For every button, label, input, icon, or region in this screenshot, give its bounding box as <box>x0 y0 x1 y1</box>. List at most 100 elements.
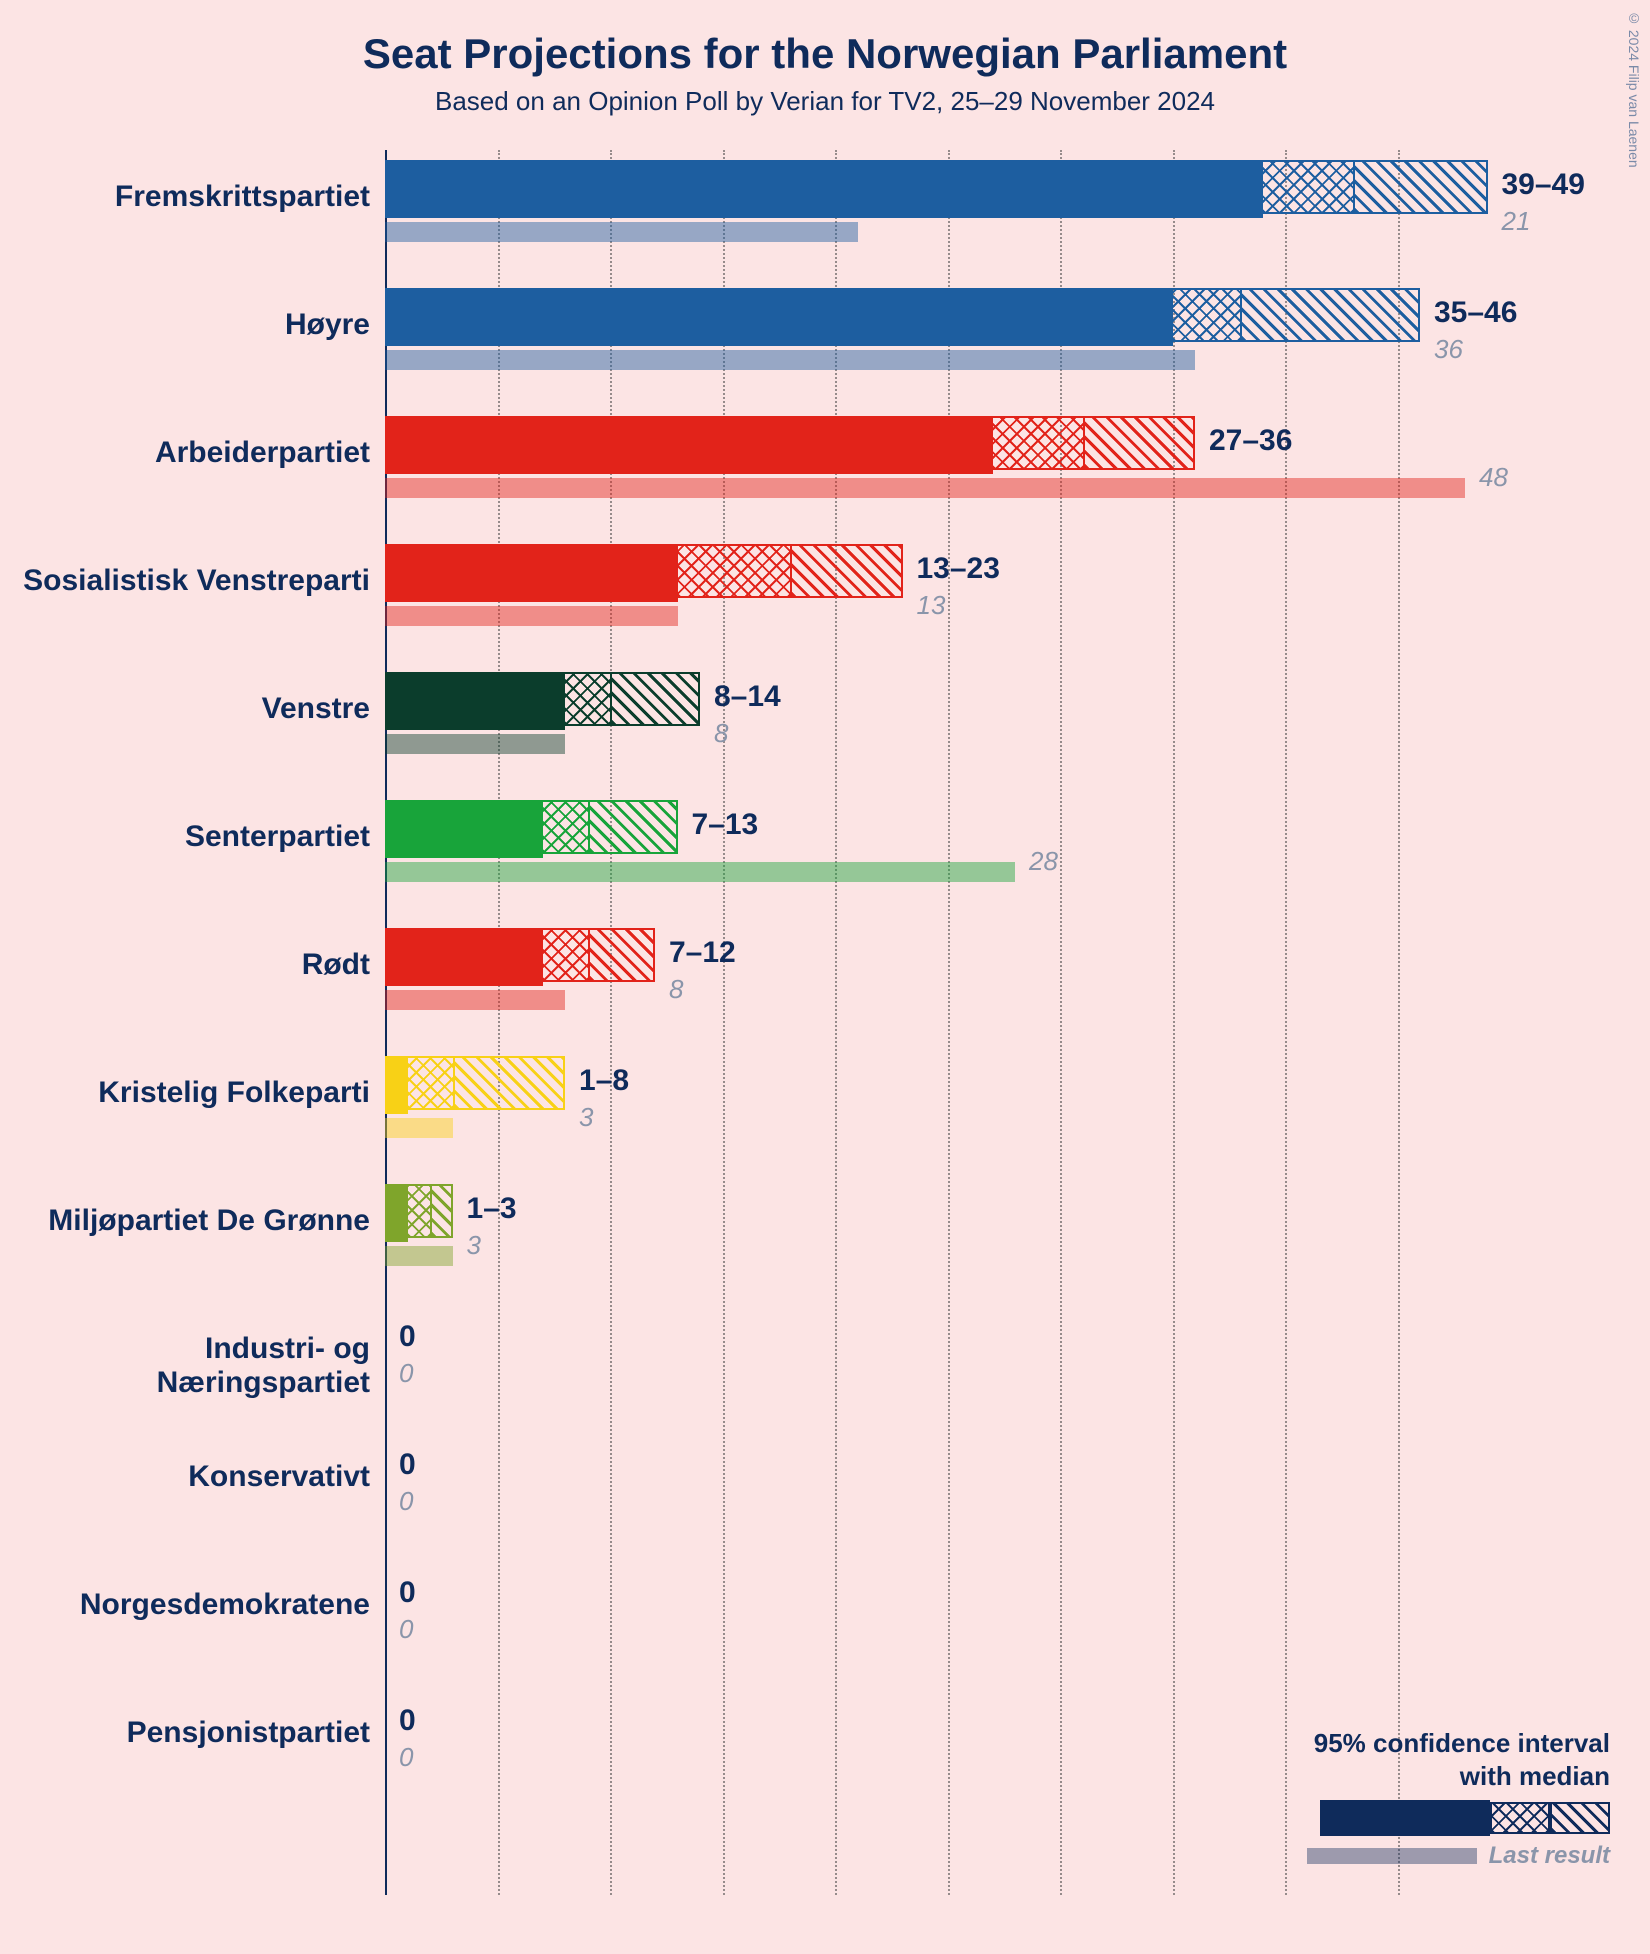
legend-ci-bar <box>1307 1800 1610 1836</box>
bar-high-hatch <box>588 800 678 854</box>
range-label: 7–13 <box>692 808 759 842</box>
bar-last-result <box>385 1246 453 1266</box>
party-label: Norgesdemokratene <box>0 1588 370 1622</box>
legend-solid-swatch <box>1320 1800 1490 1836</box>
range-label: 0 <box>399 1320 416 1354</box>
bar-last-result <box>385 734 565 754</box>
last-result-label: 0 <box>399 1358 413 1389</box>
bar-high-hatch <box>610 672 700 726</box>
bar-median-hatch <box>408 1056 453 1110</box>
party-row: Venstre 8–14 8 <box>0 662 1650 790</box>
chart-area: Fremskrittspartiet 39–49 21 Høyre 35–46 36 Arb… <box>0 150 1650 1930</box>
bar-median-hatch <box>565 672 610 726</box>
bar-median-hatch <box>543 800 588 854</box>
legend: 95% confidence interval with median Last… <box>1307 1727 1610 1870</box>
party-label: Industri- og Næringspartiet <box>0 1332 370 1400</box>
party-label: Miljøpartiet De Grønne <box>0 1204 370 1238</box>
bar-low <box>385 544 678 602</box>
range-label: 0 <box>399 1448 416 1482</box>
party-row: Arbeiderpartiet 27–36 48 <box>0 406 1650 534</box>
legend-diagonal-swatch <box>1550 1802 1610 1834</box>
bar-median-hatch <box>1173 288 1241 342</box>
bar-low <box>385 1184 408 1242</box>
bar-high-hatch <box>1240 288 1420 342</box>
party-label: Konservativt <box>0 1460 370 1494</box>
bar-low <box>385 800 543 858</box>
range-label: 27–36 <box>1209 424 1292 458</box>
party-label: Pensjonistpartiet <box>0 1716 370 1750</box>
last-result-label: 28 <box>1029 846 1058 877</box>
bar-last-result <box>385 1118 453 1138</box>
range-label: 8–14 <box>714 680 781 714</box>
bar-high-hatch <box>1083 416 1196 470</box>
last-result-label: 13 <box>917 590 946 621</box>
bar-last-result <box>385 862 1015 882</box>
range-label: 1–8 <box>579 1064 629 1098</box>
last-result-label: 3 <box>467 1230 481 1261</box>
bar-last-result <box>385 222 858 242</box>
party-row: Miljøpartiet De Grønne 1–3 3 <box>0 1174 1650 1302</box>
bar-high-hatch <box>1353 160 1488 214</box>
bar-high-hatch <box>453 1056 566 1110</box>
party-row: Konservativt00 <box>0 1430 1650 1558</box>
range-label: 7–12 <box>669 936 736 970</box>
bar-last-result <box>385 990 565 1010</box>
legend-last-label: Last result <box>1489 1842 1610 1870</box>
bar-high-hatch <box>430 1184 453 1238</box>
party-row: Industri- og Næringspartiet 0 0 <box>0 1302 1650 1430</box>
bar-high-hatch <box>588 928 656 982</box>
last-result-label: 8 <box>669 974 683 1005</box>
bar-low <box>385 288 1173 346</box>
party-label: Venstre <box>0 692 370 726</box>
bar-high-hatch <box>790 544 903 598</box>
range-label: 0 <box>399 1576 416 1610</box>
party-row: Høyre 35–46 36 <box>0 278 1650 406</box>
bar-median-hatch <box>408 1184 431 1238</box>
bar-low <box>385 928 543 986</box>
bar-last-result <box>385 350 1195 370</box>
range-label: 1–3 <box>467 1192 517 1226</box>
last-result-label: 3 <box>579 1102 593 1133</box>
bar-last-result <box>385 478 1465 498</box>
range-label: 0 <box>399 1704 416 1738</box>
legend-line2: with median <box>1460 1761 1610 1791</box>
last-result-label: 8 <box>714 718 728 749</box>
bar-median-hatch <box>993 416 1083 470</box>
legend-crosshatch-swatch <box>1490 1802 1550 1834</box>
party-row: Norgesdemokratene 0 0 <box>0 1558 1650 1686</box>
bar-median-hatch <box>1263 160 1353 214</box>
legend-last-swatch <box>1307 1848 1477 1864</box>
party-row: Sosialistisk Venstreparti 13–23 13 <box>0 534 1650 662</box>
legend-line1: 95% confidence interval <box>1314 1728 1610 1758</box>
party-label: Arbeiderpartiet <box>0 436 370 470</box>
bar-low <box>385 160 1263 218</box>
party-row: Rødt 7–12 8 <box>0 918 1650 1046</box>
party-label: Høyre <box>0 308 370 342</box>
bar-low <box>385 1056 408 1114</box>
party-label: Rødt <box>0 948 370 982</box>
last-result-label: 36 <box>1434 334 1463 365</box>
party-label: Senterpartiet <box>0 820 370 854</box>
chart-title: Seat Projections for the Norwegian Parli… <box>0 0 1650 78</box>
party-label: Fremskrittspartiet <box>0 180 370 214</box>
range-label: 13–23 <box>917 552 1000 586</box>
last-result-label: 21 <box>1502 206 1531 237</box>
bar-median-hatch <box>678 544 791 598</box>
range-label: 39–49 <box>1502 168 1585 202</box>
chart-subtitle: Based on an Opinion Poll by Verian for T… <box>0 78 1650 137</box>
bar-last-result <box>385 606 678 626</box>
copyright-text: © 2024 Filip van Laenen <box>1626 10 1642 168</box>
party-row: Kristelig Folkeparti 1–8 3 <box>0 1046 1650 1174</box>
party-label: Kristelig Folkeparti <box>0 1076 370 1110</box>
bar-low <box>385 672 565 730</box>
range-label: 35–46 <box>1434 296 1517 330</box>
legend-last-row: Last result <box>1307 1842 1610 1870</box>
last-result-label: 0 <box>399 1742 413 1773</box>
party-row: Fremskrittspartiet 39–49 21 <box>0 150 1650 278</box>
last-result-label: 48 <box>1479 462 1508 493</box>
last-result-label: 0 <box>399 1614 413 1645</box>
party-label: Sosialistisk Venstreparti <box>0 564 370 598</box>
bar-low <box>385 416 993 474</box>
legend-title: 95% confidence interval with median <box>1307 1727 1610 1792</box>
party-row: Senterpartiet 7–13 28 <box>0 790 1650 918</box>
